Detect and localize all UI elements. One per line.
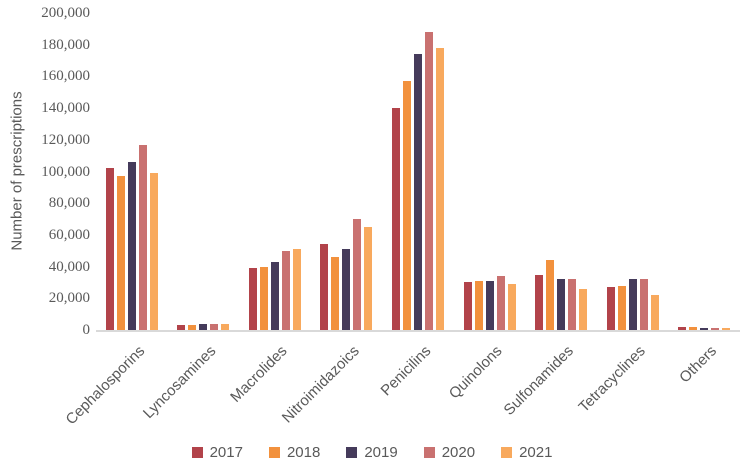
y-tick-label: 80,000 bbox=[48, 195, 90, 212]
legend-swatch-2017 bbox=[191, 447, 203, 458]
bar-group-nitroimidazoics bbox=[311, 13, 383, 330]
bar-tetracyclines-2019 bbox=[628, 279, 637, 330]
bar-quinolons-2021 bbox=[507, 284, 516, 330]
bar-others-2019 bbox=[700, 328, 709, 330]
bar-group-quinolons bbox=[454, 13, 526, 330]
legend-label: 2019 bbox=[364, 444, 398, 461]
bar-penicilins-2018 bbox=[402, 81, 411, 330]
legend-swatch-2020 bbox=[423, 447, 435, 458]
bar-sulfonamides-2020 bbox=[568, 279, 577, 330]
bar-tetracyclines-2017 bbox=[606, 287, 615, 330]
legend-label: 2017 bbox=[209, 444, 243, 461]
bar-penicilins-2021 bbox=[435, 48, 444, 330]
bar-nitroimidazoics-2021 bbox=[364, 227, 373, 330]
chart-legend: 2017 2018 2019 2020 2021 bbox=[0, 444, 744, 461]
bar-nitroimidazoics-2020 bbox=[353, 219, 362, 330]
bar-tetracyclines-2021 bbox=[650, 295, 659, 330]
legend-item-2021: 2021 bbox=[501, 444, 552, 461]
bar-sulfonamides-2021 bbox=[579, 289, 588, 330]
bar-lyncosamines-2021 bbox=[221, 324, 230, 330]
bar-lyncosamines-2019 bbox=[199, 324, 208, 330]
bar-group-tetracyclines bbox=[597, 13, 669, 330]
x-category-label-nitroimidazoics: Nitroimidazoics bbox=[278, 342, 363, 427]
bar-others-2018 bbox=[689, 327, 698, 330]
y-tick-label: 0 bbox=[82, 322, 91, 338]
bar-others-2021 bbox=[722, 328, 731, 330]
legend-item-2020: 2020 bbox=[423, 444, 476, 461]
y-tick-label: 120,000 bbox=[41, 131, 90, 148]
bar-cephalosporins-2018 bbox=[116, 176, 125, 330]
legend-item-2019: 2019 bbox=[346, 444, 398, 461]
bar-lyncosamines-2018 bbox=[188, 325, 197, 330]
x-category-label-lyncosamines: Lyncosamines bbox=[139, 342, 220, 422]
bar-nitroimidazoics-2018 bbox=[331, 257, 340, 330]
bar-nitroimidazoics-2017 bbox=[320, 244, 329, 330]
x-axis-line bbox=[96, 330, 740, 332]
bar-macrolides-2019 bbox=[270, 262, 279, 330]
y-tick-label: 40,000 bbox=[48, 258, 90, 275]
bar-group-penicilins bbox=[382, 13, 454, 330]
bar-macrolides-2021 bbox=[292, 249, 301, 330]
y-tick-label: 100,000 bbox=[41, 163, 90, 180]
bar-group-sulfonamides bbox=[525, 13, 597, 330]
y-tick-label: 140,000 bbox=[41, 100, 90, 117]
x-category-label-quinolons: Quinolons bbox=[445, 342, 506, 403]
bar-sulfonamides-2017 bbox=[535, 275, 544, 330]
y-tick-label: 200,000 bbox=[41, 5, 90, 21]
bar-lyncosamines-2017 bbox=[177, 325, 186, 330]
x-category-label-penicilins: Penicilins bbox=[377, 342, 435, 400]
bar-sulfonamides-2018 bbox=[546, 260, 555, 330]
y-tick-label: 20,000 bbox=[48, 290, 90, 307]
bar-cephalosporins-2019 bbox=[127, 162, 136, 330]
bar-cephalosporins-2020 bbox=[138, 145, 147, 330]
legend-swatch-2021 bbox=[501, 447, 513, 458]
x-category-label-macrolides: Macrolides bbox=[227, 342, 291, 406]
legend-label: 2018 bbox=[286, 444, 321, 461]
bar-others-2017 bbox=[678, 327, 687, 330]
bar-quinolons-2018 bbox=[474, 281, 483, 330]
bar-penicilins-2019 bbox=[413, 54, 422, 330]
bar-cephalosporins-2017 bbox=[105, 168, 114, 330]
bar-group-others bbox=[668, 13, 740, 330]
x-category-label-others: Others bbox=[676, 342, 721, 387]
legend-label: 2021 bbox=[519, 444, 553, 461]
bar-penicilins-2020 bbox=[424, 32, 433, 330]
legend-item-2018: 2018 bbox=[268, 444, 321, 461]
bar-quinolons-2017 bbox=[463, 282, 472, 330]
x-category-label-cephalosporins: Cephalosporins bbox=[62, 342, 148, 429]
y-tick-label: 160,000 bbox=[41, 68, 90, 85]
bar-macrolides-2017 bbox=[248, 268, 257, 330]
bar-tetracyclines-2018 bbox=[617, 286, 626, 330]
bar-others-2020 bbox=[711, 328, 720, 330]
y-tick-label: 60,000 bbox=[48, 226, 90, 243]
bar-group-lyncosamines bbox=[168, 13, 240, 330]
bar-tetracyclines-2020 bbox=[639, 279, 648, 330]
legend-swatch-2018 bbox=[268, 447, 280, 458]
y-tick-label: 180,000 bbox=[41, 36, 90, 53]
bar-penicilins-2017 bbox=[391, 108, 400, 330]
legend-label: 2020 bbox=[441, 444, 476, 461]
bar-macrolides-2020 bbox=[281, 251, 290, 330]
legend-swatch-2019 bbox=[346, 447, 358, 458]
bar-nitroimidazoics-2019 bbox=[342, 249, 351, 330]
bar-sulfonamides-2019 bbox=[557, 279, 566, 330]
bar-lyncosamines-2020 bbox=[210, 324, 219, 330]
legend-item-2017: 2017 bbox=[191, 444, 243, 461]
bar-quinolons-2020 bbox=[496, 276, 505, 330]
bar-macrolides-2018 bbox=[259, 267, 268, 330]
bar-group-cephalosporins bbox=[96, 13, 168, 330]
bar-cephalosporins-2021 bbox=[149, 173, 158, 330]
bar-group-macrolides bbox=[239, 13, 311, 330]
bar-quinolons-2019 bbox=[485, 281, 494, 330]
x-category-label-sulfonamides: Sulfonamides bbox=[500, 342, 578, 419]
x-category-label-tetracyclines: Tetracyclines bbox=[575, 342, 649, 416]
